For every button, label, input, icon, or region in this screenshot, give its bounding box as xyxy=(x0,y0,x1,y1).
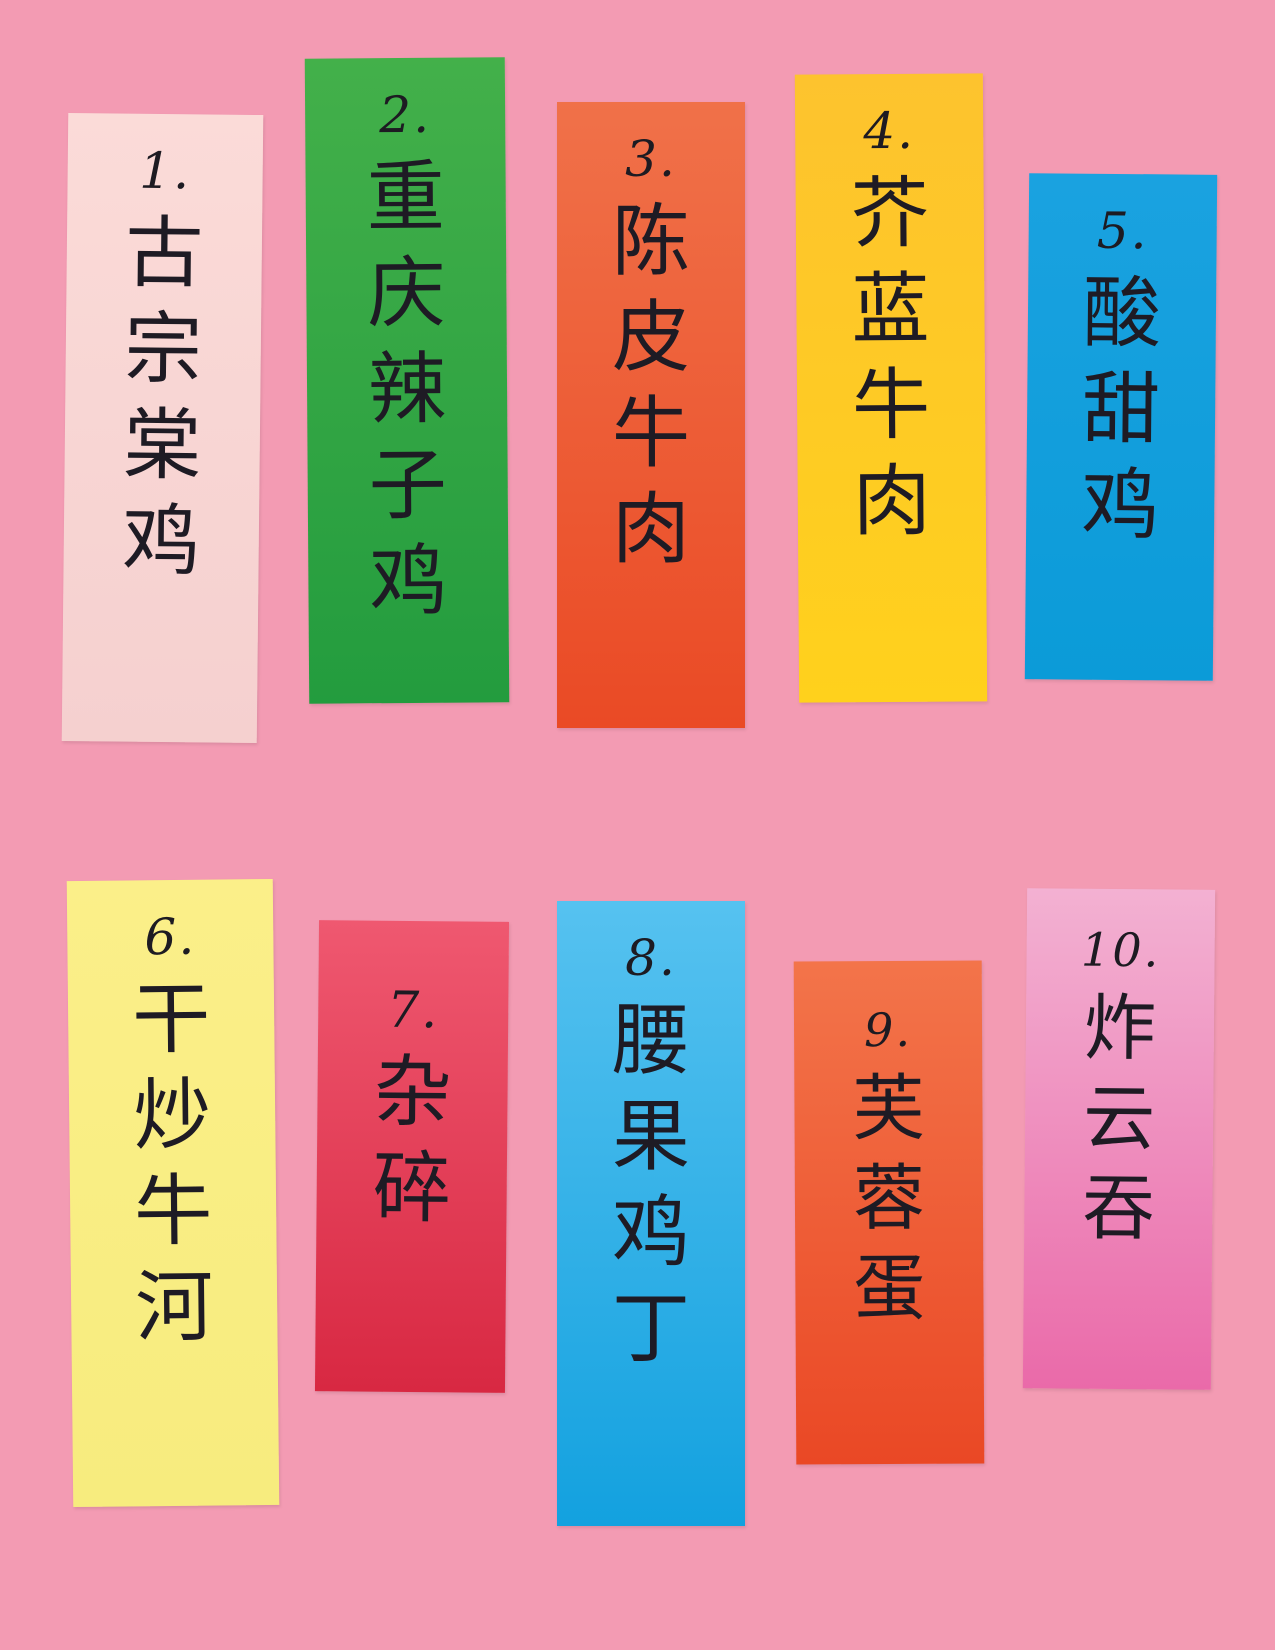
dish-char: 云 xyxy=(1082,1075,1156,1161)
dish-char: 陈 xyxy=(611,197,690,287)
card-number: 6. xyxy=(144,907,197,967)
card-number: 5. xyxy=(1096,201,1149,261)
dish-char: 宗 xyxy=(123,304,203,396)
dish-char: 鸡 xyxy=(121,496,201,588)
dish-char: 皮 xyxy=(611,293,690,383)
menu-card-7: 7. 杂 碎 xyxy=(314,920,510,1393)
dish-char: 蛋 xyxy=(853,1245,926,1331)
dish-char: 辣 xyxy=(367,344,447,436)
dish-char: 牛 xyxy=(133,1166,213,1258)
dish-char: 古 xyxy=(124,208,204,300)
dish-char: 鸡 xyxy=(369,536,448,628)
dish-char: 蓝 xyxy=(851,264,930,356)
dish-char: 鸡 xyxy=(611,1188,690,1278)
dish-name: 酸 甜 鸡 xyxy=(1081,266,1162,555)
menu-card-4: 4. 芥 蓝 牛 肉 xyxy=(794,73,988,703)
menu-card-9: 9. 芙 蓉 蛋 xyxy=(793,960,985,1465)
dish-char: 丁 xyxy=(611,1284,690,1374)
menu-card-2: 2. 重 庆 辣 子 鸡 xyxy=(304,57,510,704)
dish-name: 重 庆 辣 子 鸡 xyxy=(366,150,447,631)
card-number: 1. xyxy=(139,141,192,201)
dish-name: 芙 蓉 蛋 xyxy=(852,1063,925,1333)
dish-name: 陈 皮 牛 肉 xyxy=(612,194,690,578)
dish-name: 古 宗 棠 鸡 xyxy=(122,206,204,591)
menu-card-10: 10. 炸 云 吞 xyxy=(1022,888,1216,1390)
card-number: 3. xyxy=(625,130,677,188)
dish-char: 鸡 xyxy=(1080,460,1160,552)
dish-char: 腰 xyxy=(611,996,690,1086)
menu-card-6: 6. 干 炒 牛 河 xyxy=(66,878,280,1508)
dish-char: 杂 xyxy=(373,1047,452,1139)
dish-name: 炸 云 吞 xyxy=(1082,983,1156,1254)
card-number: 8. xyxy=(625,929,677,987)
menu-card-1: 1. 古 宗 棠 鸡 xyxy=(61,112,264,744)
dish-char: 甜 xyxy=(1081,364,1161,456)
dish-char: 吞 xyxy=(1082,1165,1155,1251)
dish-char: 子 xyxy=(368,440,448,532)
dish-name: 杂 碎 xyxy=(372,1045,452,1238)
menu-card-3: 3. 陈 皮 牛 肉 xyxy=(557,102,745,728)
dish-char: 庆 xyxy=(367,248,446,340)
dish-char: 重 xyxy=(366,152,446,244)
dish-char: 河 xyxy=(134,1262,214,1354)
dish-char: 炸 xyxy=(1083,985,1157,1071)
dish-char: 棠 xyxy=(122,400,202,492)
dish-char: 果 xyxy=(611,1092,690,1182)
dish-char: 干 xyxy=(131,974,211,1066)
dish-char: 牛 xyxy=(611,389,690,479)
card-number: 10. xyxy=(1080,922,1161,978)
dish-char: 芙 xyxy=(852,1065,925,1151)
menu-card-8: 8. 腰 果 鸡 丁 xyxy=(557,901,745,1526)
dish-char: 炒 xyxy=(132,1070,212,1162)
card-number: 7. xyxy=(387,980,440,1040)
menu-card-5: 5. 酸 甜 鸡 xyxy=(1024,173,1218,681)
dish-char: 碎 xyxy=(372,1143,452,1235)
card-number: 2. xyxy=(379,85,432,145)
card-number: 9. xyxy=(863,1002,913,1058)
card-number: 4. xyxy=(863,101,916,161)
dish-char: 酸 xyxy=(1082,268,1162,360)
dish-char: 蓉 xyxy=(852,1155,926,1241)
dish-name: 腰 果 鸡 丁 xyxy=(612,993,690,1377)
dish-char: 牛 xyxy=(851,360,931,452)
dish-char: 芥 xyxy=(850,168,930,260)
dish-name: 芥 蓝 牛 肉 xyxy=(850,166,931,551)
dish-char: 肉 xyxy=(852,456,932,548)
dish-char: 肉 xyxy=(611,485,690,575)
dish-name: 干 炒 牛 河 xyxy=(132,972,214,1357)
